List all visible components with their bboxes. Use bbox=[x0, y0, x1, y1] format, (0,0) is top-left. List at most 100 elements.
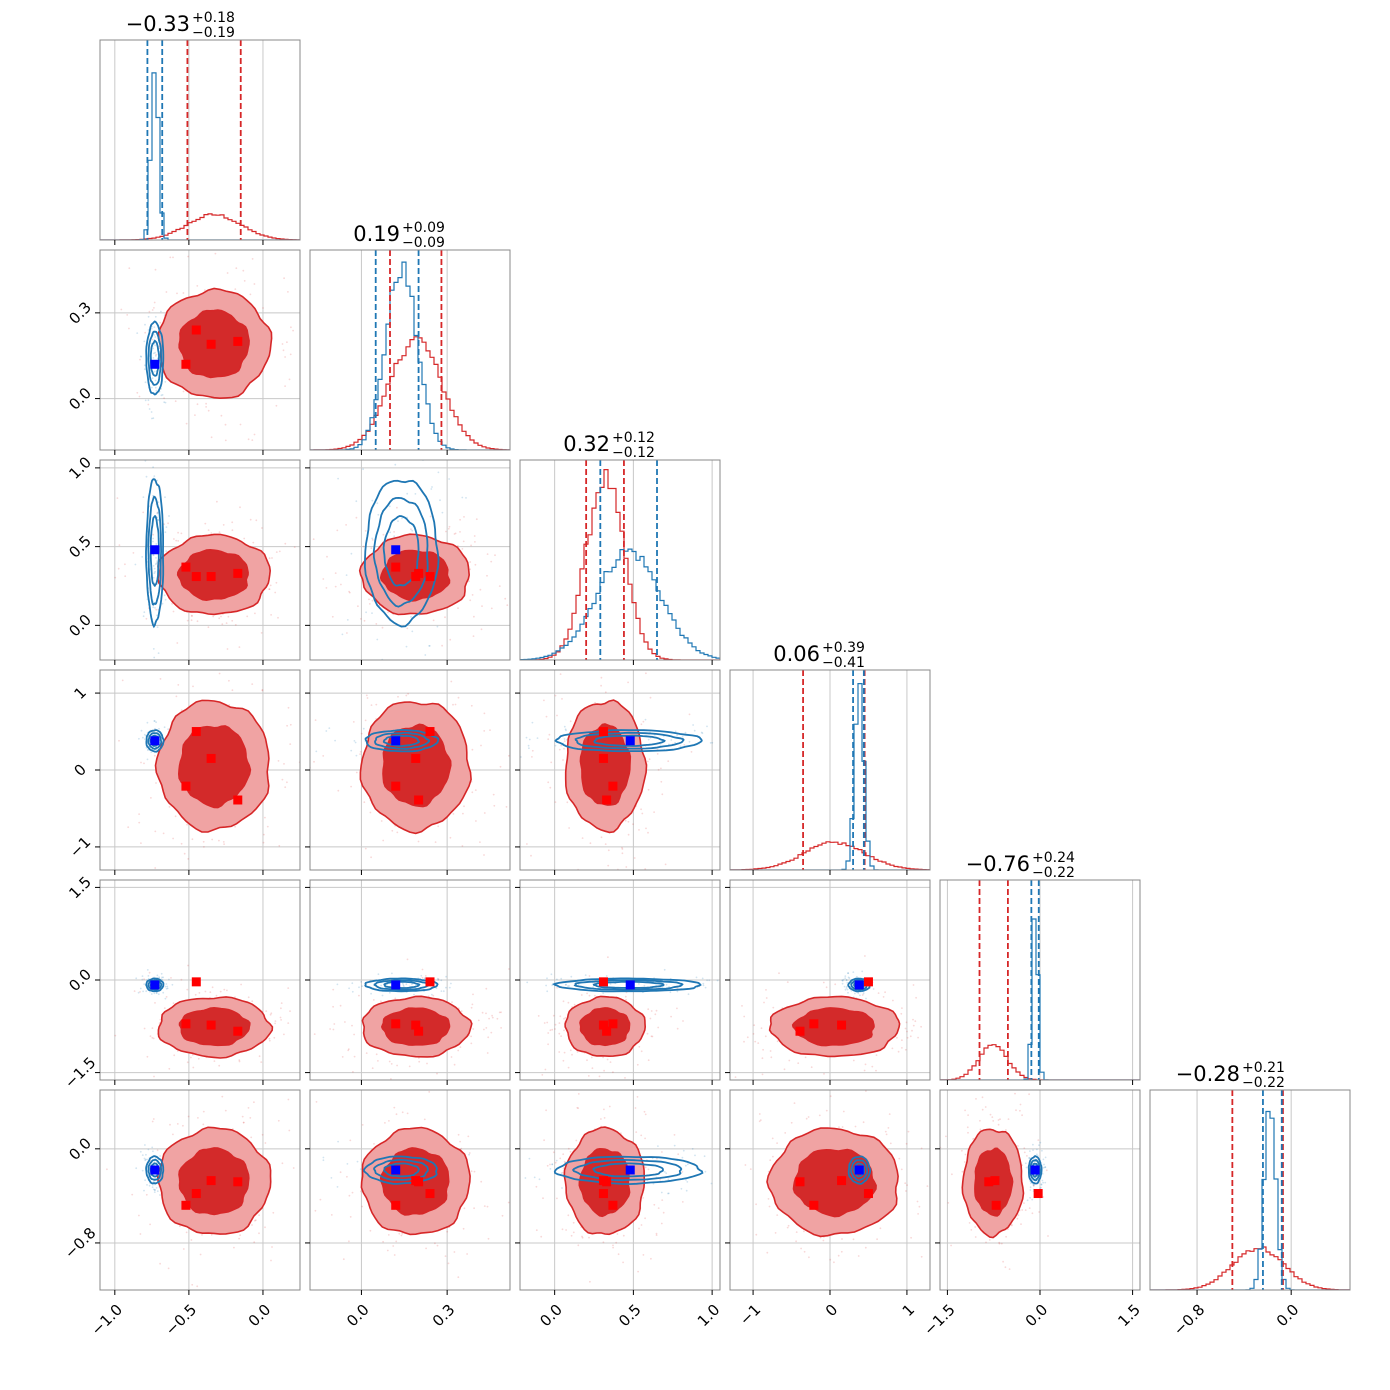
sample-dot-red bbox=[565, 1229, 567, 1231]
diag-frame-5 bbox=[1149, 1089, 1351, 1291]
sample-dot-red bbox=[868, 1087, 870, 1089]
red-square-marker-2 bbox=[414, 1026, 424, 1036]
sample-dot-red bbox=[981, 1108, 984, 1111]
sample-dot-red bbox=[268, 1037, 271, 1040]
sample-dot-red bbox=[543, 1022, 546, 1024]
sample-dot-red bbox=[210, 436, 213, 439]
sample-dot-blue bbox=[391, 972, 393, 975]
sample-dot-red bbox=[1021, 1209, 1024, 1211]
sample-dot-blue bbox=[1032, 1184, 1035, 1187]
sample-dot-red bbox=[378, 662, 380, 664]
sample-dot-red bbox=[638, 1045, 641, 1048]
sample-dot-red bbox=[549, 1029, 552, 1032]
sample-dot-red bbox=[239, 506, 241, 509]
sample-dot-blue bbox=[643, 984, 646, 987]
red-square-marker-0 bbox=[191, 727, 201, 737]
sample-dot-red bbox=[749, 1168, 752, 1170]
sample-dot-red bbox=[1024, 1209, 1027, 1211]
sample-dot-red bbox=[587, 1075, 590, 1077]
sample-dot-red bbox=[177, 684, 180, 686]
sample-dot-blue bbox=[848, 977, 851, 980]
sample-dot-blue bbox=[143, 1189, 145, 1192]
sample-dot-red bbox=[149, 1035, 152, 1038]
sample-dot-blue bbox=[706, 725, 708, 728]
sample-dot-red bbox=[187, 1115, 190, 1118]
sample-dot-red bbox=[270, 1259, 272, 1262]
sample-dot-blue bbox=[845, 979, 848, 981]
sample-dot-blue bbox=[166, 987, 169, 990]
sample-dot-red bbox=[203, 846, 205, 848]
sample-dot-red bbox=[228, 665, 230, 667]
sample-dot-blue bbox=[551, 1163, 554, 1166]
sample-dot-red bbox=[159, 1018, 162, 1021]
contour-blue-1 bbox=[1029, 1159, 1041, 1182]
x-tick-label-1-0: 0.0 bbox=[343, 1301, 373, 1331]
sample-dot-blue bbox=[351, 990, 354, 993]
sample-dot-red bbox=[434, 1242, 436, 1245]
panel-frame-5-2 bbox=[519, 1089, 721, 1291]
sample-dot-red bbox=[562, 759, 564, 761]
sample-dot-red bbox=[772, 1155, 774, 1158]
sample-dot-red bbox=[559, 1015, 562, 1018]
sample-dot-blue bbox=[152, 576, 155, 579]
sample-dot-red bbox=[920, 1025, 922, 1028]
contour-blue-1 bbox=[374, 732, 431, 750]
sample-dot-red bbox=[243, 280, 246, 282]
sample-dot-red bbox=[563, 747, 565, 750]
sample-dot-red bbox=[145, 617, 148, 620]
sample-dot-blue bbox=[388, 991, 391, 994]
sample-dot-blue bbox=[152, 554, 155, 557]
red-square-marker-1 bbox=[598, 1020, 608, 1030]
sample-dot-blue bbox=[846, 988, 849, 991]
sample-dot-red bbox=[358, 994, 360, 997]
sample-dot-red bbox=[1019, 1103, 1022, 1106]
sample-dot-red bbox=[558, 1051, 561, 1053]
sample-dot-blue bbox=[155, 721, 158, 724]
sample-dot-blue bbox=[533, 1176, 536, 1179]
sample-dot-red bbox=[640, 1050, 643, 1053]
sample-dot-red bbox=[212, 615, 215, 618]
sample-dot-blue bbox=[139, 1150, 142, 1153]
sample-dot-red bbox=[227, 615, 230, 618]
sample-dot-red bbox=[341, 1056, 344, 1058]
sample-dot-blue bbox=[345, 574, 348, 576]
sample-dot-blue bbox=[507, 1184, 509, 1186]
sample-dot-red bbox=[247, 1107, 250, 1109]
sample-dot-red bbox=[280, 1007, 282, 1010]
sample-dot-red bbox=[627, 833, 630, 836]
sample-dot-red bbox=[490, 560, 493, 563]
title-plus-0: +0.18 bbox=[192, 10, 235, 26]
sample-dot-blue bbox=[440, 979, 443, 982]
sample-dot-red bbox=[151, 338, 154, 341]
sample-dot-red bbox=[263, 833, 265, 836]
sample-dot-red bbox=[956, 1024, 958, 1026]
sample-dot-red bbox=[258, 1214, 260, 1217]
sample-dot-blue bbox=[160, 978, 163, 981]
sample-dot-red bbox=[603, 1069, 605, 1072]
diag-panel-1 bbox=[310, 250, 510, 450]
sample-dot-red bbox=[286, 724, 288, 727]
sample-dot-blue bbox=[445, 975, 447, 978]
sample-dot-red bbox=[624, 995, 627, 998]
sample-dot-red bbox=[426, 1062, 428, 1065]
sample-dot-red bbox=[288, 1129, 291, 1132]
contour-blue-1 bbox=[147, 1158, 162, 1181]
sample-dot-red bbox=[548, 733, 551, 736]
sample-dot-red bbox=[220, 615, 222, 618]
sample-dot-blue bbox=[517, 1179, 519, 1181]
sample-dot-red bbox=[790, 1121, 793, 1124]
sample-dot-blue bbox=[134, 563, 137, 566]
red-square-marker-2 bbox=[233, 795, 243, 805]
sample-dot-red bbox=[657, 1026, 660, 1029]
sample-dot-red bbox=[152, 533, 155, 536]
sample-dot-red bbox=[964, 1109, 966, 1112]
sample-dot-red bbox=[169, 204, 171, 206]
sample-dot-red bbox=[348, 590, 350, 593]
sample-dot-red bbox=[1014, 1092, 1016, 1095]
sample-dot-red bbox=[162, 832, 165, 835]
sample-dot-red bbox=[646, 1032, 649, 1035]
sample-dot-blue bbox=[164, 381, 167, 383]
sample-dot-red bbox=[390, 1063, 393, 1065]
sample-dot-red bbox=[1021, 1114, 1023, 1117]
sample-dot-blue bbox=[154, 607, 156, 609]
